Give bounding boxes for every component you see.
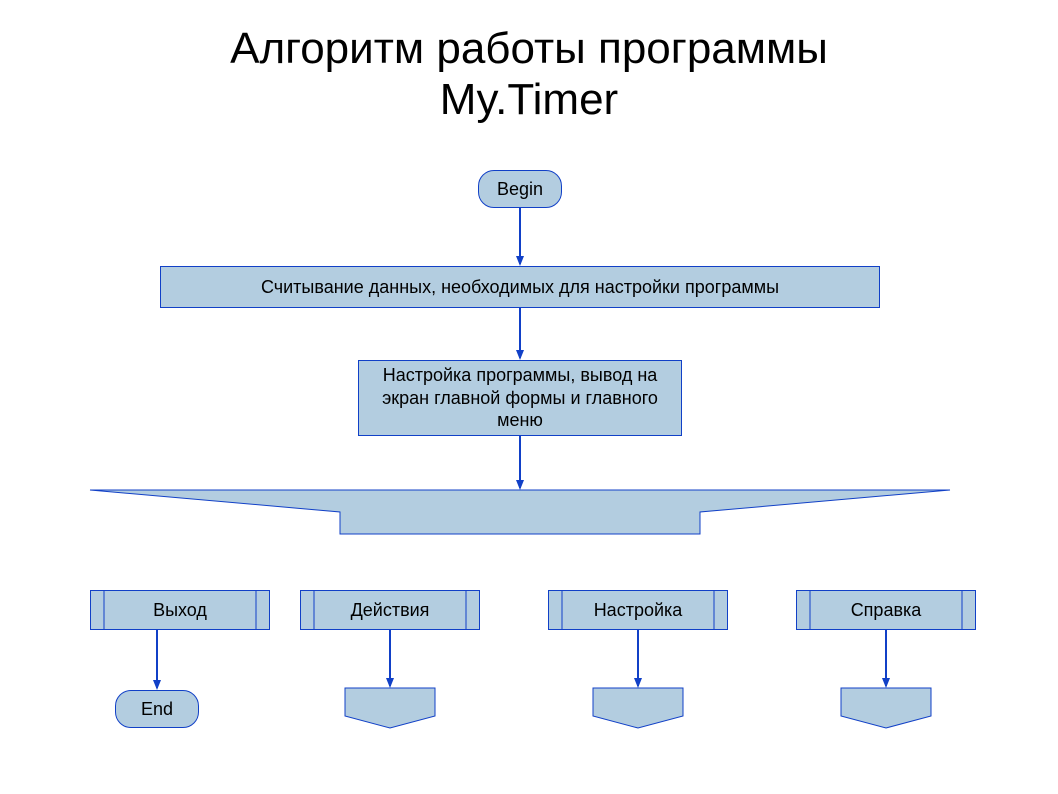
flowchart-canvas: Алгоритм работы программы My.Timer Begin… xyxy=(0,0,1058,794)
node-menu-exit: Выход xyxy=(90,590,270,630)
node-menu-exit-label: Выход xyxy=(153,600,207,621)
node-main-menu: Главное меню программы xyxy=(90,490,950,534)
node-setup: Настройка программы, вывод на экран глав… xyxy=(358,360,682,436)
node-end-label: End xyxy=(141,699,173,720)
node-end: End xyxy=(115,690,199,728)
title-line2: My.Timer xyxy=(440,75,618,124)
node-menu-settings: Настройка xyxy=(548,590,728,630)
node-menu-settings-label: Настройка xyxy=(594,600,683,621)
node-main-menu-label: Главное меню программы xyxy=(411,502,630,523)
node-ref-a: A xyxy=(345,688,435,718)
node-read-data: Считывание данных, необходимых для настр… xyxy=(160,266,880,308)
node-ref-c-label: C xyxy=(880,693,893,714)
node-menu-actions: Действия xyxy=(300,590,480,630)
page-title: Алгоритм работы программы My.Timer xyxy=(0,24,1058,125)
node-read-data-label: Считывание данных, необходимых для настр… xyxy=(261,277,779,298)
node-menu-actions-label: Действия xyxy=(351,600,430,621)
title-line1: Алгоритм работы программы xyxy=(230,24,828,73)
node-setup-label: Настройка программы, вывод на экран глав… xyxy=(371,364,669,432)
node-menu-help: Справка xyxy=(796,590,976,630)
node-ref-b: B xyxy=(593,688,683,718)
node-ref-c: C xyxy=(841,688,931,718)
node-begin: Begin xyxy=(478,170,562,208)
node-menu-help-label: Справка xyxy=(851,600,922,621)
node-ref-a-label: A xyxy=(384,693,396,714)
node-ref-b-label: B xyxy=(632,693,644,714)
node-begin-label: Begin xyxy=(497,179,543,200)
